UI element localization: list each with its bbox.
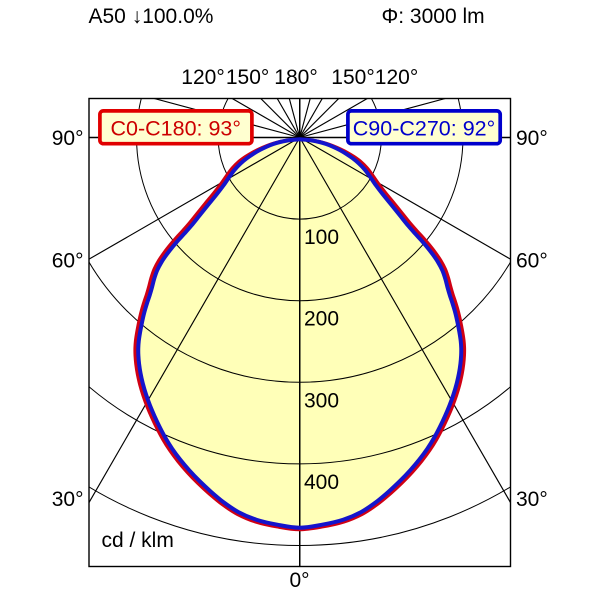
- svg-text:200: 200: [304, 308, 339, 331]
- svg-text:400: 400: [304, 471, 339, 494]
- svg-text:90°: 90°: [516, 127, 548, 150]
- svg-text:60°: 60°: [52, 250, 84, 273]
- svg-text:100: 100: [304, 226, 339, 249]
- svg-text:120°: 120°: [181, 66, 224, 89]
- svg-text:150°: 150°: [226, 66, 269, 89]
- svg-text:30°: 30°: [52, 488, 84, 511]
- svg-text:Φ: 3000 lm: Φ: 3000 lm: [382, 5, 485, 28]
- svg-text:150°: 150°: [331, 66, 374, 89]
- svg-text:0°: 0°: [289, 569, 309, 592]
- svg-text:300: 300: [304, 389, 339, 412]
- svg-text:C90-C270: 92°: C90-C270: 92°: [353, 117, 495, 141]
- svg-text:cd / klm: cd / klm: [102, 529, 174, 552]
- svg-text:180°: 180°: [274, 66, 317, 89]
- svg-text:30°: 30°: [516, 488, 548, 511]
- svg-text:C0-C180: 93°: C0-C180: 93°: [110, 117, 241, 141]
- svg-text:60°: 60°: [516, 250, 548, 273]
- svg-text:90°: 90°: [52, 127, 84, 150]
- svg-text:A50 ↓100.0%: A50 ↓100.0%: [89, 5, 214, 28]
- svg-text:120°: 120°: [375, 66, 418, 89]
